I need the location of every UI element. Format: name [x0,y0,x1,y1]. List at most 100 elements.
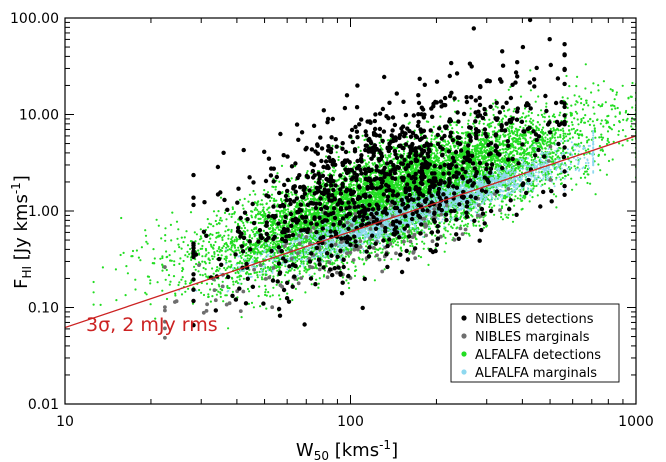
data-point [529,89,533,92]
data-point [473,125,476,128]
data-point [252,189,255,193]
data-point [472,122,475,125]
data-point [483,142,487,145]
data-point [229,266,232,269]
data-point [397,258,400,261]
data-point [228,248,231,251]
data-point [295,244,298,247]
data-point [461,220,464,223]
data-point [512,132,515,135]
data-point [480,150,483,153]
data-point [543,120,546,123]
data-point [258,285,261,288]
data-point [493,204,496,207]
data-point [227,237,230,240]
data-point [211,267,214,270]
data-point [256,213,260,216]
data-point [219,295,222,298]
data-point [401,170,404,173]
data-point [589,182,592,185]
data-point [511,213,514,216]
data-point [573,94,576,97]
data-point [256,276,259,279]
data-point [378,141,381,144]
data-point [552,182,555,185]
data-point [261,203,264,206]
data-point [186,244,190,247]
data-point [323,201,326,204]
data-point [503,154,506,158]
data-point [208,261,211,265]
data-point [540,109,543,112]
data-point [414,222,418,225]
data-point [246,229,249,232]
data-point [139,259,142,262]
data-point [280,281,283,284]
data-point [489,145,492,148]
data-point [520,171,524,174]
data-point [237,271,240,275]
data-point [131,249,135,253]
data-point [347,198,350,201]
data-point [494,195,498,198]
data-point [578,95,581,98]
data-point [453,223,456,226]
data-point [386,157,389,160]
data-point [587,148,590,151]
data-point [182,240,185,244]
data-point [507,88,510,91]
data-point [352,183,355,186]
data-point [587,120,590,123]
data-point [470,170,473,173]
data-point [244,254,247,258]
data-point [208,222,211,225]
data-point [290,191,293,194]
data-point [572,127,575,130]
data-point [611,158,614,161]
data-point [549,139,552,142]
data-point [524,116,527,119]
data-point [264,293,267,296]
data-point [622,118,625,121]
data-point [586,181,589,185]
data-point [197,270,200,273]
data-point [528,151,531,154]
data-point [209,223,213,226]
data-point [443,157,446,160]
data-point [245,243,248,246]
data-point [443,250,446,253]
data-point [493,159,496,162]
data-point [231,207,234,211]
data-point [134,288,137,291]
data-point [625,119,628,122]
data-point [610,128,614,131]
data-point [296,259,299,262]
data-point [530,158,533,162]
data-point [525,120,528,123]
data-point [164,227,167,230]
data-point [271,294,274,297]
data-point [180,247,183,250]
data-point [219,196,223,199]
data-point [546,133,549,136]
data-point [335,240,338,243]
data-point [514,133,517,136]
data-point [221,280,224,283]
data-point [208,259,211,262]
data-point [261,273,265,276]
data-point [229,253,232,256]
data-point [523,154,526,157]
data-point [188,253,191,256]
data-point [223,266,226,270]
data-point [254,247,257,250]
data-point [195,233,198,236]
data-point [172,275,176,278]
data-point [310,283,313,286]
data-point [115,299,118,302]
data-point [182,268,185,271]
data-point [566,106,569,109]
data-point [348,286,351,290]
data-point [184,280,187,283]
data-point [230,215,233,218]
